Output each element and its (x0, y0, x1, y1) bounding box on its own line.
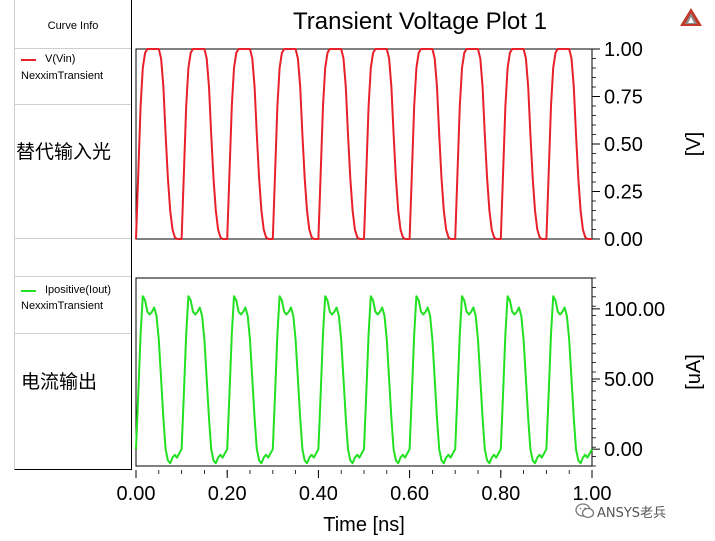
y-axis-label: [uA] (683, 354, 705, 390)
annotation-output: 电流输出 (21, 371, 98, 393)
curve-info-header: Curve Info (47, 20, 99, 32)
y-axis-label: [V] (683, 132, 705, 156)
x-tick-label: 0.80 (481, 483, 520, 505)
x-tick-label: 0.20 (208, 483, 247, 505)
y-tick-label: 0.25 (604, 182, 643, 204)
y-tick-label: 1.00 (604, 39, 643, 61)
legend-swatch-vin (21, 59, 36, 61)
divider (15, 276, 131, 277)
series-line-iout (135, 295, 593, 465)
wechat-icon (575, 503, 595, 519)
divider (15, 333, 131, 334)
y-tick-label: 0.00 (604, 439, 643, 461)
x-tick-label: 1.00 (573, 483, 612, 505)
ansys-logo-icon (680, 8, 702, 26)
divider (15, 104, 131, 105)
y-tick-label: 100.00 (604, 299, 665, 321)
y-tick-label: 0.50 (604, 134, 643, 156)
plot-title: Transient Voltage Plot 1 (293, 8, 547, 35)
x-tick-label: 0.60 (390, 483, 429, 505)
divider (15, 48, 131, 49)
x-tick-label: 0.00 (117, 483, 156, 505)
series-line-vin (135, 48, 592, 240)
annotation-input: 替代输入光 (16, 141, 112, 163)
legend-label-iout: Ipositive(Iout) (45, 284, 112, 296)
y-tick-label: 0.75 (604, 87, 643, 109)
x-axis-label: Time [ns] (323, 514, 405, 536)
legend-label-vin: V(Vin) (45, 53, 76, 65)
curve-info-panel: Curve Info V(Vin) NexximTransient 替代输入光 … (14, 0, 132, 470)
x-tick-label: 0.40 (299, 483, 338, 505)
legend-swatch-iout (21, 290, 36, 292)
legend-source-vin: NexximTransient (21, 70, 104, 82)
watermark: ANSYS老兵 (575, 500, 705, 522)
y-tick-label: 0.00 (604, 229, 643, 251)
y-tick-label: 50.00 (604, 369, 654, 391)
legend-source-iout: NexximTransient (21, 300, 104, 312)
divider (15, 238, 131, 239)
watermark-text: ANSYS老兵 (597, 506, 667, 521)
